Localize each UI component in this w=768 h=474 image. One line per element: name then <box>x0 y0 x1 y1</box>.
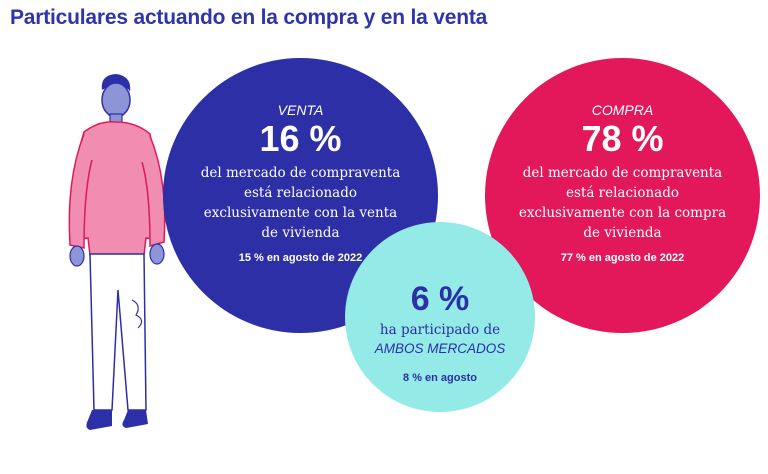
venta-description: del mercado de compraventa está relacion… <box>200 165 401 241</box>
venta-label: VENTA <box>277 102 324 118</box>
compra-previous: 77 % en agosto de 2022 <box>560 252 685 264</box>
compra-circle: COMPRA 78 % del mercado de compraventa e… <box>485 58 760 333</box>
venta-previous: 15 % en agosto de 2022 <box>238 252 363 264</box>
compra-label: COMPRA <box>591 102 654 118</box>
compra-value: 78 % <box>581 118 664 159</box>
ambos-circle: 6 % ha participado de AMBOS MERCADOS 8 %… <box>345 222 535 412</box>
venta-value: 16 % <box>259 118 342 159</box>
page-title: Particulares actuando en la compra y en … <box>10 6 488 29</box>
person-illustration <box>68 74 166 430</box>
compra-description: del mercado de compraventa está relacion… <box>518 165 727 241</box>
ambos-markets: AMBOS MERCADOS <box>374 341 506 356</box>
ambos-value: 6 % <box>410 280 470 318</box>
ambos-description: ha participado de <box>379 322 501 338</box>
ambos-previous: 8 % en agosto <box>403 372 477 384</box>
